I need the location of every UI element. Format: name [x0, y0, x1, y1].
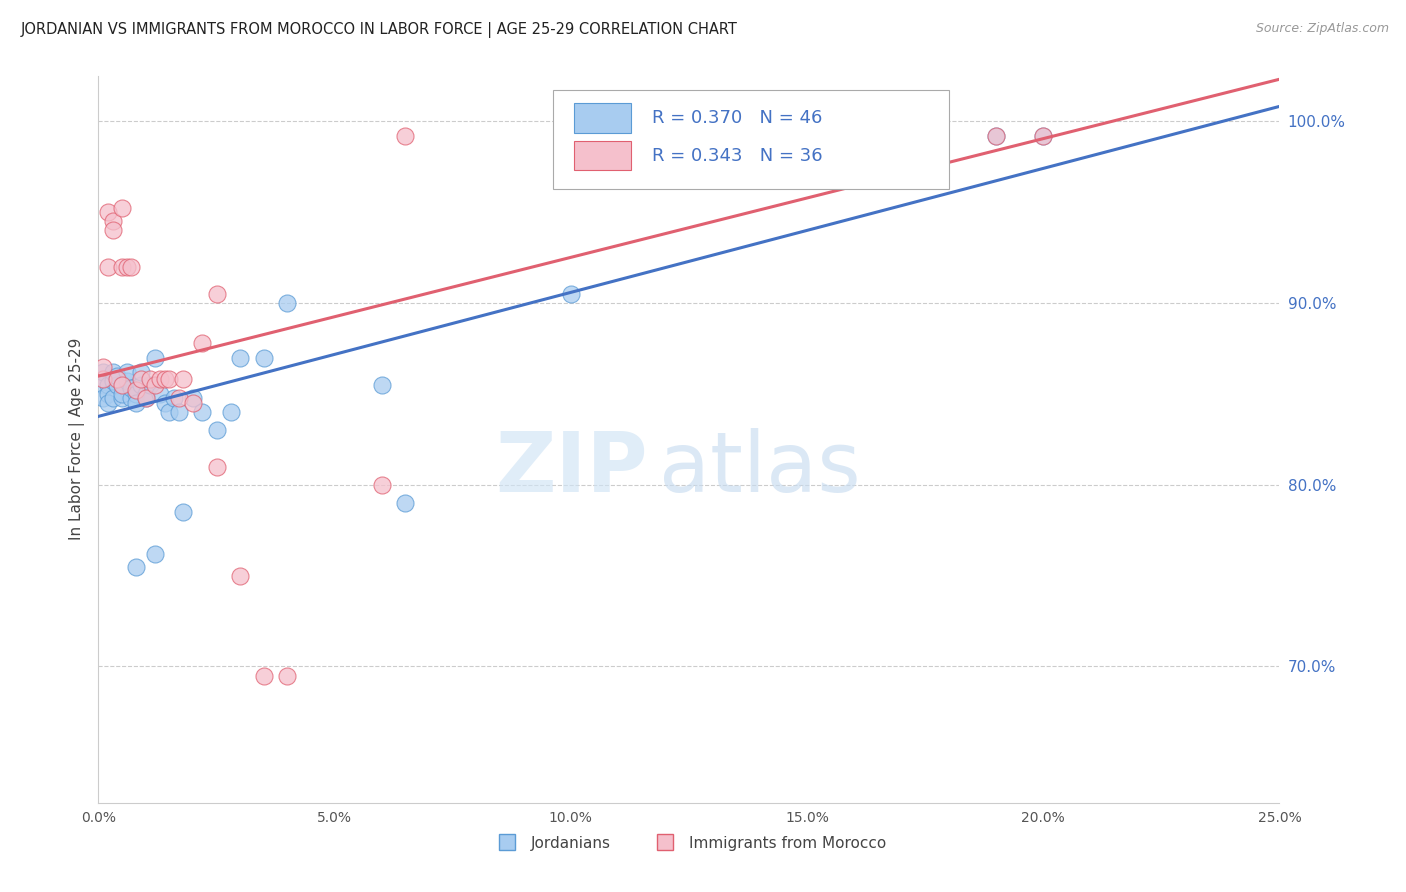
- Point: [253, 351, 276, 365]
- Point: [97, 260, 120, 274]
- Point: [394, 496, 416, 510]
- Point: [167, 391, 190, 405]
- Point: [115, 260, 138, 274]
- Point: [121, 381, 143, 395]
- Point: [115, 365, 138, 379]
- Point: [125, 383, 148, 397]
- Point: [253, 668, 276, 682]
- Point: [129, 365, 152, 379]
- Point: [111, 260, 134, 274]
- Point: [101, 223, 124, 237]
- Point: [111, 377, 134, 392]
- Point: [181, 396, 204, 410]
- Point: [129, 377, 152, 392]
- Point: [143, 351, 166, 365]
- Point: [219, 405, 242, 419]
- Point: [276, 296, 298, 310]
- Point: [276, 668, 298, 682]
- Point: [157, 405, 180, 419]
- Point: [394, 128, 416, 143]
- FancyBboxPatch shape: [553, 90, 949, 188]
- Point: [139, 377, 162, 392]
- Point: [101, 214, 124, 228]
- Point: [101, 374, 124, 388]
- Point: [91, 365, 114, 379]
- Point: [149, 387, 172, 401]
- Point: [139, 372, 162, 386]
- FancyBboxPatch shape: [575, 103, 631, 133]
- Point: [1032, 128, 1054, 143]
- Legend: Jordanians, Immigrants from Morocco: Jordanians, Immigrants from Morocco: [485, 830, 893, 857]
- Point: [101, 391, 124, 405]
- Point: [844, 128, 866, 143]
- Text: ZIP: ZIP: [495, 428, 648, 509]
- Point: [91, 377, 114, 392]
- Point: [205, 286, 228, 301]
- Point: [135, 391, 157, 405]
- Text: R = 0.370   N = 46: R = 0.370 N = 46: [652, 109, 823, 127]
- Point: [129, 372, 152, 386]
- Point: [229, 351, 252, 365]
- Point: [172, 505, 194, 519]
- Point: [153, 396, 176, 410]
- Point: [149, 372, 172, 386]
- Point: [181, 391, 204, 405]
- Point: [111, 202, 134, 216]
- Point: [191, 405, 214, 419]
- Point: [91, 372, 114, 386]
- Point: [191, 336, 214, 351]
- Point: [153, 372, 176, 386]
- Point: [115, 374, 138, 388]
- Point: [97, 377, 120, 392]
- Point: [111, 377, 134, 392]
- Point: [157, 372, 180, 386]
- Point: [97, 387, 120, 401]
- Point: [143, 547, 166, 561]
- Point: [205, 423, 228, 437]
- Point: [105, 377, 128, 392]
- Point: [135, 391, 157, 405]
- Point: [205, 459, 228, 474]
- Point: [91, 391, 114, 405]
- Text: Source: ZipAtlas.com: Source: ZipAtlas.com: [1256, 22, 1389, 36]
- Point: [135, 387, 157, 401]
- Point: [121, 260, 143, 274]
- Point: [371, 377, 394, 392]
- Point: [111, 391, 134, 405]
- Point: [121, 391, 143, 405]
- Point: [111, 387, 134, 401]
- Text: atlas: atlas: [659, 428, 860, 509]
- Point: [984, 128, 1007, 143]
- Point: [163, 391, 186, 405]
- Point: [91, 359, 114, 374]
- Point: [97, 205, 120, 219]
- Point: [371, 477, 394, 491]
- Point: [125, 387, 148, 401]
- Point: [560, 286, 582, 301]
- Text: R = 0.343   N = 36: R = 0.343 N = 36: [652, 147, 823, 165]
- Point: [167, 405, 190, 419]
- Point: [105, 368, 128, 383]
- Point: [101, 365, 124, 379]
- Point: [702, 128, 724, 143]
- Point: [984, 128, 1007, 143]
- Point: [560, 128, 582, 143]
- Point: [143, 377, 166, 392]
- Point: [105, 372, 128, 386]
- Text: JORDANIAN VS IMMIGRANTS FROM MOROCCO IN LABOR FORCE | AGE 25-29 CORRELATION CHAR: JORDANIAN VS IMMIGRANTS FROM MOROCCO IN …: [21, 22, 738, 38]
- Point: [97, 396, 120, 410]
- Point: [125, 396, 148, 410]
- Point: [172, 372, 194, 386]
- Point: [125, 559, 148, 574]
- FancyBboxPatch shape: [575, 141, 631, 170]
- Point: [229, 568, 252, 582]
- Y-axis label: In Labor Force | Age 25-29: In Labor Force | Age 25-29: [69, 338, 84, 541]
- Point: [1032, 128, 1054, 143]
